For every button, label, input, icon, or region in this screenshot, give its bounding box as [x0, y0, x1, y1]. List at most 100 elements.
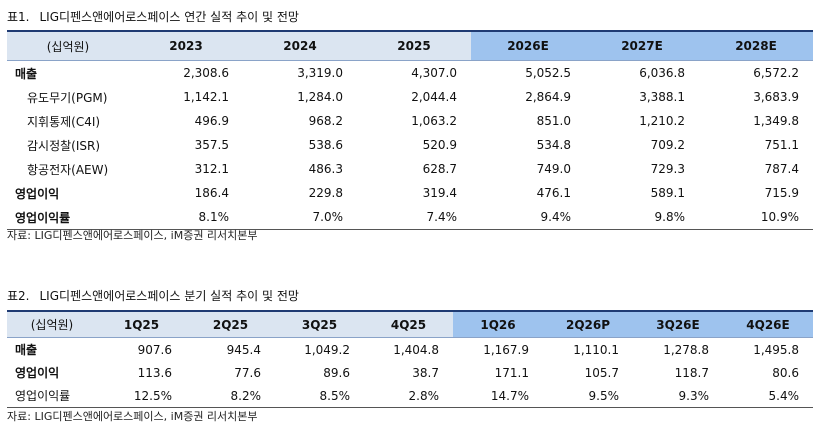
table-cell: 1,110.1: [573, 342, 619, 357]
table-cell: 89.6: [323, 365, 350, 380]
annual-results-table: (십억원) 2023 2024 2025 2026E 2027E 2028E 매…: [7, 30, 813, 230]
table-cell: 715.9: [764, 186, 799, 200]
table-cell: 113.6: [137, 365, 172, 380]
estimate-year-header: 2026E: [471, 30, 585, 61]
table2-caption: 표2. LIG디펜스앤에어로스페이스 분기 실적 추이 및 전망: [7, 287, 299, 304]
estimate-quarter-header: 2Q26P: [543, 310, 633, 338]
table-cell: 1,167.9: [483, 342, 529, 357]
row-label: 영업이익률: [7, 205, 129, 230]
quarterly-results-table: (십억원) 1Q25 2Q25 3Q25 4Q25 1Q26 2Q26P 3Q2…: [7, 310, 813, 408]
table-cell: 709.2: [650, 138, 685, 152]
table-row: 감시정찰(ISR) 357.5 538.6 520.9 534.8 709.2 …: [7, 133, 813, 157]
table2-number: 표2.: [7, 289, 30, 303]
table-row: 영업이익률 12.5% 8.2% 8.5% 2.8% 14.7% 9.5% 9.…: [7, 384, 813, 408]
table-cell: 229.8: [308, 186, 343, 200]
table-cell: 6,036.8: [639, 66, 685, 80]
table-cell: 751.1: [764, 138, 799, 152]
table-cell: 2.8%: [364, 384, 453, 408]
table-row: 영업이익률 8.1% 7.0% 7.4% 9.4% 9.8% 10.9%: [7, 205, 813, 230]
table-cell: 9.5%: [543, 384, 633, 408]
table-cell: 1,049.2: [304, 342, 350, 357]
table-row: 매출 907.6 945.4 1,049.2 1,404.8 1,167.9 1…: [7, 338, 813, 362]
table-cell: 9.3%: [633, 384, 723, 408]
table-cell: 7.0%: [243, 205, 357, 230]
table-cell: 77.6: [234, 365, 261, 380]
table1-number: 표1.: [7, 10, 30, 24]
table-cell: 907.6: [137, 342, 172, 357]
estimate-quarter-header: 4Q26E: [723, 310, 813, 338]
table-cell: 7.4%: [357, 205, 471, 230]
table-cell: 2,044.4: [411, 90, 457, 104]
table-header-row: (십억원) 2023 2024 2025 2026E 2027E 2028E: [7, 30, 813, 61]
table1-title: LIG디펜스앤에어로스페이스 연간 실적 추이 및 전망: [39, 10, 299, 24]
table-cell: 4,307.0: [411, 66, 457, 80]
table-cell: 14.7%: [453, 384, 543, 408]
table-cell: 105.7: [584, 365, 619, 380]
table-cell: 968.2: [308, 114, 343, 128]
table-cell: 538.6: [308, 138, 343, 152]
table-row: 영업이익 113.6 77.6 89.6 38.7 171.1 105.7 11…: [7, 361, 813, 384]
table-row: 매출 2,308.6 3,319.0 4,307.0 5,052.5 6,036…: [7, 61, 813, 86]
table2-title: LIG디펜스앤에어로스페이스 분기 실적 추이 및 전망: [39, 289, 299, 303]
table2-source: 자료: LIG디펜스앤에어로스페이스, iM증권 리서치본부: [7, 410, 258, 423]
table-cell: 319.4: [422, 186, 457, 200]
table-cell: 2,308.6: [183, 66, 229, 80]
table-cell: 589.1: [650, 186, 685, 200]
table-cell: 6,572.2: [753, 66, 799, 80]
table-cell: 12.5%: [97, 384, 186, 408]
table-cell: 1,063.2: [411, 114, 457, 128]
table-cell: 9.8%: [585, 205, 699, 230]
estimate-year-header: 2028E: [699, 30, 813, 61]
row-label: 영업이익: [15, 366, 60, 380]
unit-header: (십억원): [7, 30, 129, 61]
table-cell: 357.5: [194, 138, 229, 152]
table-cell: 10.9%: [699, 205, 813, 230]
year-header: 2025: [357, 30, 471, 61]
table-cell: 486.3: [308, 162, 343, 176]
table-cell: 851.0: [536, 114, 571, 128]
table-row: 영업이익 186.4 229.8 319.4 476.1 589.1 715.9: [7, 181, 813, 205]
table-row: 유도무기(PGM) 1,142.1 1,284.0 2,044.4 2,864.…: [7, 85, 813, 109]
estimate-quarter-header: 1Q26: [453, 310, 543, 338]
table-cell: 118.7: [674, 365, 709, 380]
row-label: 영업이익: [15, 186, 60, 201]
table1-source: 자료: LIG디펜스앤에어로스페이스, iM증권 리서치본부: [7, 229, 258, 242]
table-cell: 1,349.8: [753, 114, 799, 128]
year-header: 2023: [129, 30, 243, 61]
table-cell: 1,278.8: [663, 342, 709, 357]
table-cell: 496.9: [194, 114, 229, 128]
quarter-header: 2Q25: [186, 310, 275, 338]
quarter-header: 4Q25: [364, 310, 453, 338]
table-cell: 8.5%: [275, 384, 364, 408]
table-cell: 1,210.2: [639, 114, 685, 128]
row-label: 영업이익률: [7, 384, 97, 408]
table-cell: 3,388.1: [639, 90, 685, 104]
table-cell: 2,864.9: [525, 90, 571, 104]
estimate-quarter-header: 3Q26E: [633, 310, 723, 338]
table-row: 항공전자(AEW) 312.1 486.3 628.7 749.0 729.3 …: [7, 157, 813, 181]
row-label: 감시정찰(ISR): [27, 138, 101, 153]
table1-caption: 표1. LIG디펜스앤에어로스페이스 연간 실적 추이 및 전망: [7, 8, 299, 25]
row-label: 매출: [15, 66, 38, 81]
row-label: 매출: [15, 343, 38, 357]
table-cell: 945.4: [226, 342, 261, 357]
quarter-header: 3Q25: [275, 310, 364, 338]
table-cell: 3,319.0: [297, 66, 343, 80]
table-cell: 1,495.8: [753, 342, 799, 357]
row-label: 지휘통제(C4I): [27, 114, 101, 129]
table-cell: 80.6: [772, 365, 799, 380]
table-header-row: (십억원) 1Q25 2Q25 3Q25 4Q25 1Q26 2Q26P 3Q2…: [7, 310, 813, 338]
table-cell: 38.7: [412, 365, 439, 380]
row-label: 유도무기(PGM): [27, 90, 108, 105]
table-cell: 520.9: [422, 138, 457, 152]
table-cell: 787.4: [764, 162, 799, 176]
year-header: 2024: [243, 30, 357, 61]
table-cell: 476.1: [536, 186, 571, 200]
table-cell: 312.1: [194, 162, 229, 176]
table-row: 지휘통제(C4I) 496.9 968.2 1,063.2 851.0 1,21…: [7, 109, 813, 133]
table-cell: 534.8: [536, 138, 571, 152]
table-cell: 8.2%: [186, 384, 275, 408]
table-cell: 8.1%: [129, 205, 243, 230]
estimate-year-header: 2027E: [585, 30, 699, 61]
